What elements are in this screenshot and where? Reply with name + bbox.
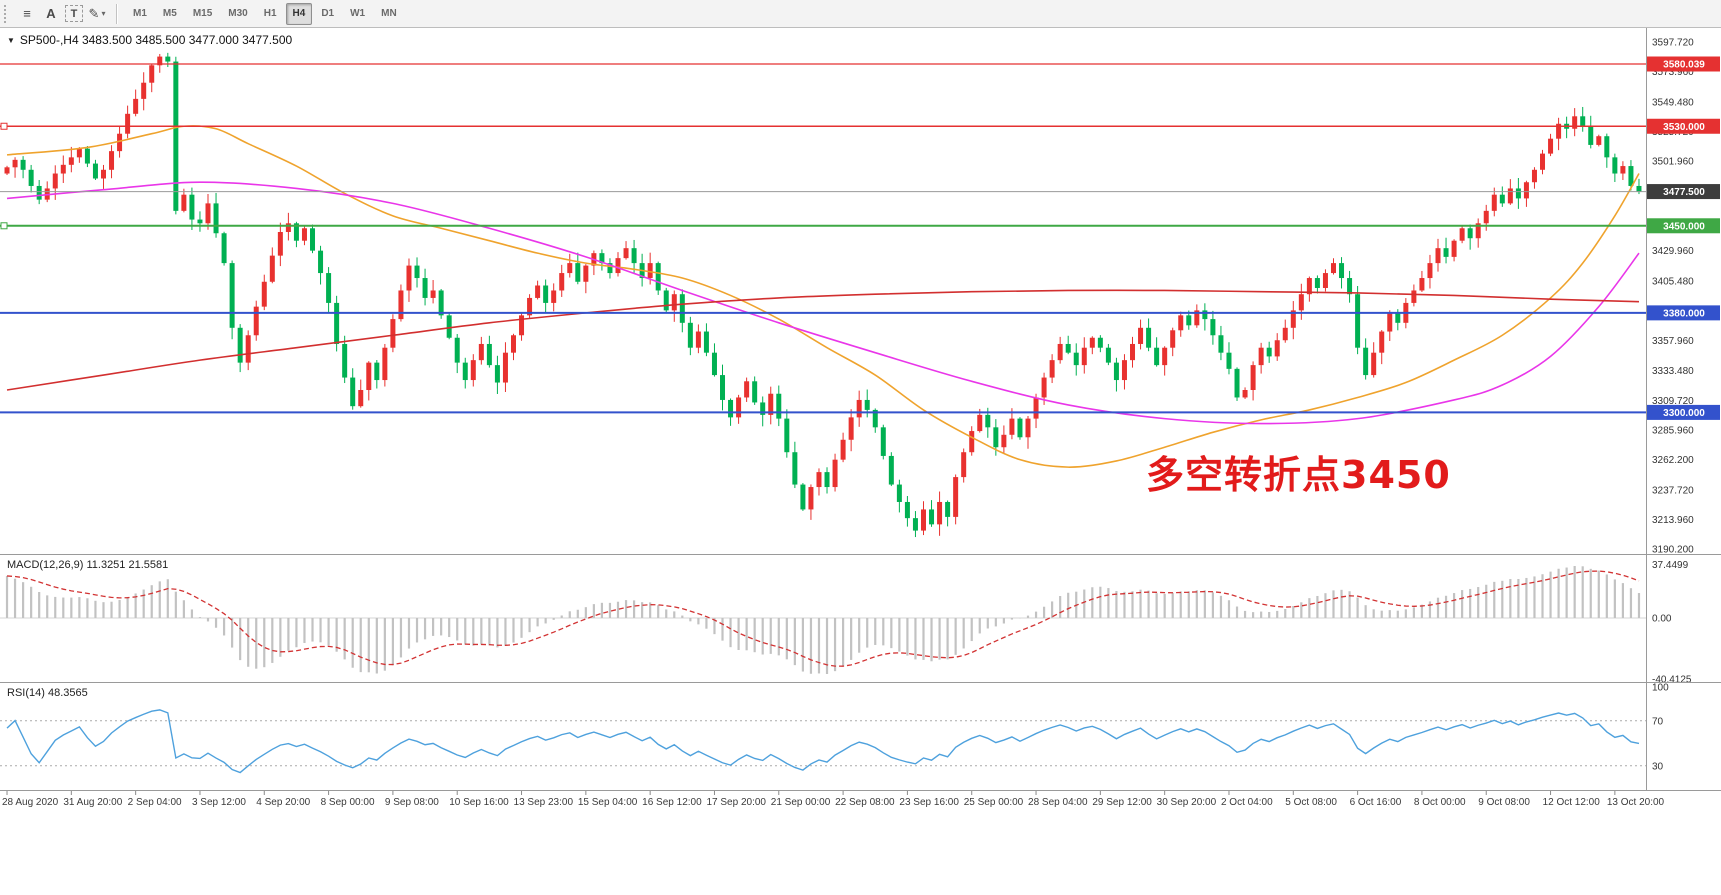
- rsi-indicator-label: RSI(14) 48.3565: [7, 687, 88, 699]
- shapes-tool-icon[interactable]: ✎ ▾: [88, 5, 106, 21]
- svg-text:6 Oct 16:00: 6 Oct 16:00: [1350, 797, 1402, 808]
- svg-text:37.4499: 37.4499: [1652, 560, 1689, 571]
- svg-text:13 Sep 23:00: 13 Sep 23:00: [514, 797, 574, 808]
- svg-text:3580.039: 3580.039: [1663, 59, 1705, 70]
- toolbar-grip[interactable]: [4, 4, 10, 23]
- macd-histogram: [5, 566, 1641, 674]
- price-badge-3580.039: [1647, 56, 1720, 72]
- svg-text:3285.960: 3285.960: [1652, 425, 1694, 436]
- svg-text:31 Aug 20:00: 31 Aug 20:00: [63, 797, 122, 808]
- level-handle-icon[interactable]: [0, 222, 8, 230]
- svg-text:3501.960: 3501.960: [1652, 157, 1694, 168]
- svg-text:17 Sep 20:00: 17 Sep 20:00: [706, 797, 766, 808]
- svg-text:29 Sep 12:00: 29 Sep 12:00: [1092, 797, 1152, 808]
- timeframe-toolbar: M1 M5 M15 M30 H1 H4 D1 W1 MN: [125, 2, 405, 25]
- ma-fast-line: [6, 125, 1640, 468]
- svg-text:4 Sep 20:00: 4 Sep 20:00: [256, 797, 310, 808]
- timeframe-button-d1[interactable]: D1: [321, 8, 335, 19]
- svg-text:3549.480: 3549.480: [1652, 98, 1694, 109]
- level-handle-icon[interactable]: [0, 122, 8, 130]
- toolbar-separator: [116, 3, 118, 24]
- svg-text:12 Oct 12:00: 12 Oct 12:00: [1543, 797, 1601, 808]
- svg-text:3450.000: 3450.000: [1663, 221, 1705, 232]
- macd-indicator-label: MACD(12,26,9) 11.3251 21.5581: [7, 559, 169, 571]
- svg-text:3262.200: 3262.200: [1652, 455, 1694, 466]
- font-tool-icon[interactable]: A: [46, 6, 56, 21]
- price-badge-3450.000: [1647, 218, 1720, 234]
- timeframe-button-w1[interactable]: W1: [350, 8, 366, 19]
- svg-text:13 Oct 20:00: 13 Oct 20:00: [1607, 797, 1665, 808]
- svg-text:3309.720: 3309.720: [1652, 396, 1694, 407]
- svg-text:2 Sep 04:00: 2 Sep 04:00: [128, 797, 182, 808]
- timeframe-button-h1[interactable]: H1: [263, 8, 277, 19]
- svg-text:3 Sep 12:00: 3 Sep 12:00: [192, 797, 246, 808]
- price-badge-3300.000: [1647, 404, 1720, 420]
- svg-text:3333.480: 3333.480: [1652, 366, 1694, 377]
- price-badge-3380.000: [1647, 305, 1720, 321]
- drawing-tools-group: ≡ A T ✎ ▾: [15, 4, 109, 24]
- svg-text:21 Sep 00:00: 21 Sep 00:00: [771, 797, 831, 808]
- svg-text:9 Sep 08:00: 9 Sep 08:00: [385, 797, 439, 808]
- text-tool-icon[interactable]: T: [65, 5, 83, 22]
- chart-area[interactable]: 3597.7203573.9603549.4803525.7203501.960…: [0, 28, 1721, 895]
- timeframe-button-mn[interactable]: MN: [381, 8, 397, 19]
- svg-text:3190.200: 3190.200: [1652, 545, 1694, 556]
- svg-text:23 Sep 16:00: 23 Sep 16:00: [899, 797, 959, 808]
- svg-text:3213.960: 3213.960: [1652, 515, 1694, 526]
- svg-text:3429.960: 3429.960: [1652, 246, 1694, 257]
- svg-text:8 Sep 00:00: 8 Sep 00:00: [321, 797, 375, 808]
- svg-text:0.00: 0.00: [1652, 613, 1672, 624]
- svg-text:70: 70: [1652, 716, 1664, 727]
- ma-mid-line: [6, 181, 1640, 425]
- svg-text:3357.960: 3357.960: [1652, 336, 1694, 347]
- svg-text:15 Sep 04:00: 15 Sep 04:00: [578, 797, 638, 808]
- svg-text:3477.500: 3477.500: [1663, 187, 1705, 198]
- svg-text:22 Sep 08:00: 22 Sep 08:00: [835, 797, 895, 808]
- candlestick-series: [4, 52, 1642, 538]
- svg-text:-40.4125: -40.4125: [1652, 674, 1692, 685]
- svg-text:28 Aug 2020: 28 Aug 2020: [2, 797, 59, 808]
- svg-text:30 Sep 20:00: 30 Sep 20:00: [1157, 797, 1217, 808]
- chart-ohlc-text: SP500-,H4 3483.500 3485.500 3477.000 347…: [19, 33, 293, 47]
- svg-text:25 Sep 00:00: 25 Sep 00:00: [964, 797, 1024, 808]
- rsi-line: [6, 709, 1640, 774]
- svg-text:100: 100: [1652, 683, 1669, 694]
- svg-text:3237.720: 3237.720: [1652, 485, 1694, 496]
- svg-text:3573.960: 3573.960: [1652, 67, 1694, 78]
- top-toolbar: ≡ A T ✎ ▾ M1 M5 M15 M30 H1 H4 D1 W1 MN: [0, 0, 1721, 28]
- chart-symbol-title: ▼ SP500-,H4 3483.500 3485.500 3477.000 3…: [7, 33, 292, 47]
- timeframe-button-h4[interactable]: H4: [285, 2, 313, 25]
- svg-text:28 Sep 04:00: 28 Sep 04:00: [1028, 797, 1088, 808]
- charts-list-icon[interactable]: ≡: [23, 6, 31, 21]
- svg-text:5 Oct 08:00: 5 Oct 08:00: [1285, 797, 1337, 808]
- chart-marker-icon: ▼: [7, 35, 15, 45]
- svg-text:3597.720: 3597.720: [1652, 38, 1694, 49]
- price-badge-3477.500: [1647, 184, 1720, 200]
- chart-canvas[interactable]: 3597.7203573.9603549.4803525.7203501.960…: [0, 28, 1721, 895]
- svg-text:2 Oct 04:00: 2 Oct 04:00: [1221, 797, 1273, 808]
- svg-text:16 Sep 12:00: 16 Sep 12:00: [642, 797, 702, 808]
- svg-text:3530.000: 3530.000: [1663, 122, 1705, 133]
- price-badge-3530.000: [1647, 118, 1720, 134]
- time-axis[interactable]: [6, 791, 1616, 795]
- svg-text:3405.480: 3405.480: [1652, 277, 1694, 288]
- timeframe-button-m30[interactable]: M30: [228, 8, 248, 19]
- macd-signal-line: [6, 570, 1640, 667]
- svg-text:30: 30: [1652, 761, 1664, 772]
- svg-text:10 Sep 16:00: 10 Sep 16:00: [449, 797, 509, 808]
- svg-text:3380.000: 3380.000: [1663, 308, 1705, 319]
- svg-text:9 Oct 08:00: 9 Oct 08:00: [1478, 797, 1530, 808]
- timeframe-button-m5[interactable]: M5: [162, 8, 177, 19]
- timeframe-button-m15[interactable]: M15: [192, 8, 213, 19]
- svg-text:3300.000: 3300.000: [1663, 408, 1705, 419]
- timeframe-button-m1[interactable]: M1: [133, 8, 147, 19]
- chart-annotation-text[interactable]: 多空转折点3450: [1146, 453, 1451, 497]
- ma-slow-line: [6, 289, 1640, 391]
- svg-text:8 Oct 00:00: 8 Oct 00:00: [1414, 797, 1466, 808]
